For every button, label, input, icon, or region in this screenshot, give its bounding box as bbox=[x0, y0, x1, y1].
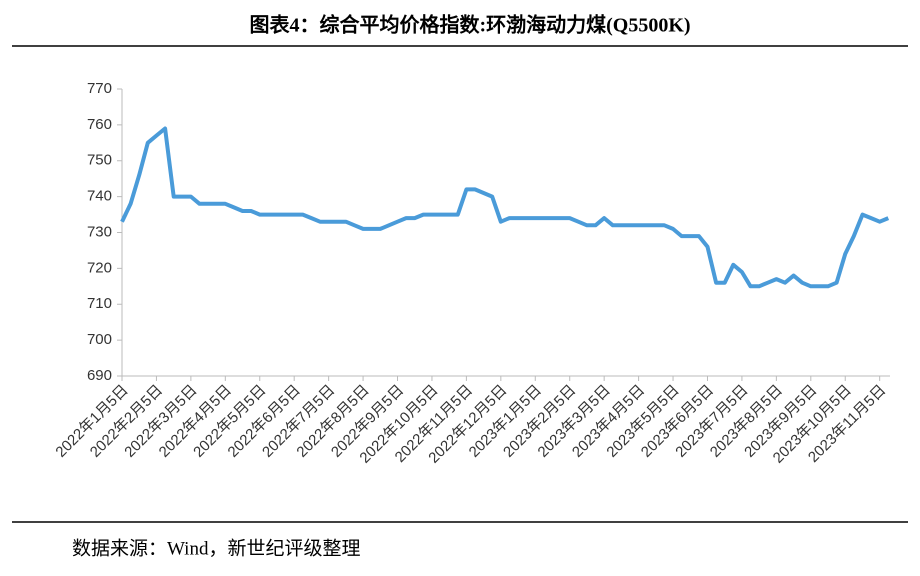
y-tick-label: 760 bbox=[87, 116, 112, 133]
chart-title: 图表4：综合平均价格指数:环渤海动力煤(Q5500K) bbox=[249, 13, 690, 37]
source-note: 数据来源：Wind，新世纪评级整理 bbox=[72, 537, 360, 559]
y-tick-label: 730 bbox=[87, 223, 112, 240]
line-series bbox=[120, 126, 890, 289]
y-tick-label: 700 bbox=[87, 331, 112, 348]
y-tick-label: 740 bbox=[87, 188, 112, 205]
y-tick-label: 710 bbox=[87, 295, 112, 312]
y-tick-label: 770 bbox=[87, 80, 112, 97]
y-tick-label: 720 bbox=[87, 259, 112, 276]
y-tick-label: 690 bbox=[87, 367, 112, 384]
y-tick-label: 750 bbox=[87, 152, 112, 169]
